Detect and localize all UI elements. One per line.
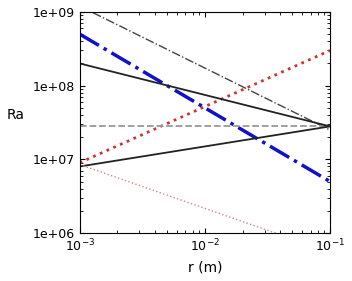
Y-axis label: Ra: Ra (7, 108, 25, 123)
X-axis label: r (m): r (m) (188, 260, 222, 274)
